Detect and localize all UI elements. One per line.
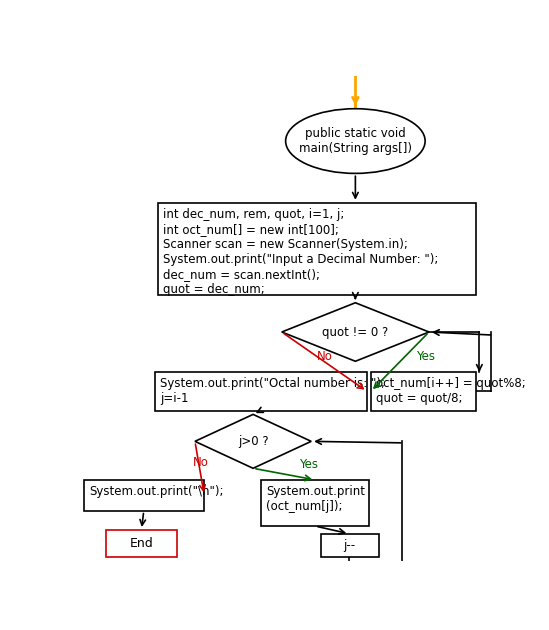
Text: quot != 0 ?: quot != 0 ?	[322, 326, 389, 338]
Polygon shape	[195, 415, 311, 468]
Bar	[371, 372, 475, 411]
Ellipse shape	[285, 109, 425, 173]
Bar	[106, 530, 177, 557]
Text: System.out.print("Octal number is: ");
j=i-1: System.out.print("Octal number is: "); j…	[160, 377, 385, 406]
Polygon shape	[282, 303, 429, 361]
Text: System.out.print("\n");: System.out.print("\n");	[89, 485, 223, 498]
Bar	[84, 480, 204, 511]
Text: No: No	[316, 350, 332, 363]
Text: System.out.print
(oct_num[j]);: System.out.print (oct_num[j]);	[266, 485, 365, 513]
Text: j--: j--	[344, 539, 356, 552]
Bar	[158, 203, 475, 295]
Text: End: End	[130, 537, 153, 550]
Text: public static void
main(String args[]): public static void main(String args[])	[299, 127, 412, 155]
Bar	[261, 480, 369, 526]
Text: j>0 ?: j>0 ?	[238, 435, 268, 448]
Text: oct_num[i++] = quot%8;
quot = quot/8;: oct_num[i++] = quot%8; quot = quot/8;	[376, 377, 526, 406]
Text: Yes: Yes	[416, 350, 435, 363]
Text: Yes: Yes	[299, 458, 318, 471]
Bar	[321, 534, 379, 557]
Bar	[155, 372, 367, 411]
Text: No: No	[193, 456, 208, 469]
Text: int dec_num, rem, quot, i=1, j;
int oct_num[] = new int[100];
Scanner scan = new: int dec_num, rem, quot, i=1, j; int oct_…	[163, 208, 439, 296]
